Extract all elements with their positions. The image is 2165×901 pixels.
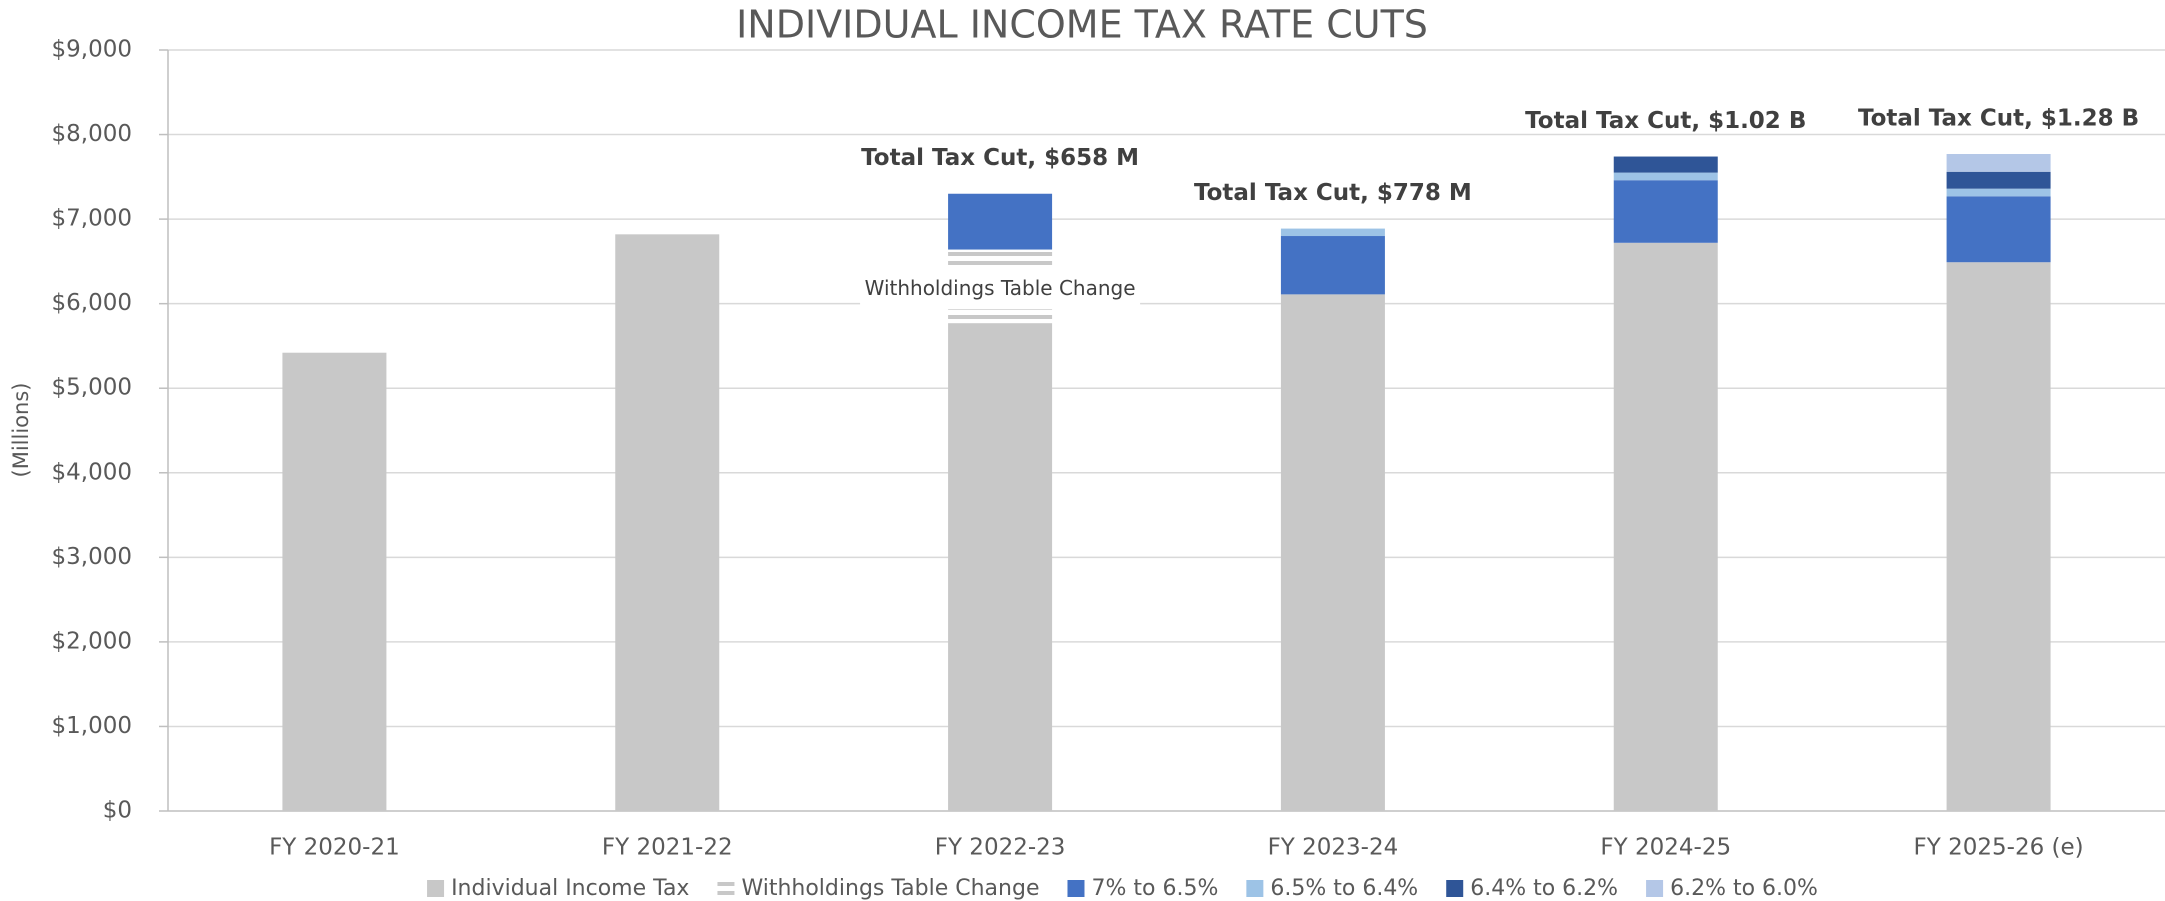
total-label: Total Tax Cut, $1.28 B xyxy=(1858,106,2139,132)
y-tick-label: $8,000 xyxy=(52,121,132,147)
y-tick-label: $7,000 xyxy=(52,206,132,232)
y-tick-label: $3,000 xyxy=(52,544,132,570)
bar-segment xyxy=(1946,196,2051,263)
bar-segment xyxy=(1613,180,1718,243)
legend-swatch xyxy=(1646,880,1664,897)
legend-swatch xyxy=(717,880,735,897)
x-tick-label: FY 2023-24 xyxy=(1268,835,1399,861)
bar-segment xyxy=(1613,172,1718,181)
y-axis-title: (Millions) xyxy=(9,383,33,478)
y-tick-label: $9,000 xyxy=(52,37,132,63)
y-tick-label: $6,000 xyxy=(52,290,132,316)
legend-swatch xyxy=(1446,880,1464,897)
bar-segment xyxy=(1946,154,2051,172)
y-tick-label: $5,000 xyxy=(52,375,132,401)
bar-segment xyxy=(1280,228,1385,237)
y-tick-label: $1,000 xyxy=(52,713,132,739)
total-label: Total Tax Cut, $778 M xyxy=(1194,180,1472,206)
legend-swatch xyxy=(1067,880,1085,897)
legend-label: Withholdings Table Change xyxy=(741,876,1039,901)
bar-segment xyxy=(1946,171,2051,189)
legend-label: 7% to 6.5% xyxy=(1091,876,1218,901)
bar-segment xyxy=(1613,242,1718,811)
bar-segment xyxy=(1613,156,1718,173)
legend-label: 6.2% to 6.0% xyxy=(1670,876,1818,901)
y-tick-label: $4,000 xyxy=(52,459,132,485)
bar-segment xyxy=(1280,236,1385,295)
bar-segment xyxy=(1946,188,2051,197)
legend-label: 6.4% to 6.2% xyxy=(1470,876,1618,901)
x-tick-label: FY 2020-21 xyxy=(269,835,400,861)
y-tick-label: $2,000 xyxy=(52,628,132,654)
bar-segment xyxy=(615,234,720,811)
x-tick-label: FY 2022-23 xyxy=(935,835,1066,861)
total-label: Total Tax Cut, $1.02 B xyxy=(1525,108,1806,134)
x-tick-label: FY 2025-26 (e) xyxy=(1914,835,2084,861)
segment-label: Withholdings Table Change xyxy=(865,276,1136,300)
legend-label: Individual Income Tax xyxy=(451,876,689,901)
y-tick-label: $0 xyxy=(103,798,132,824)
label-bg xyxy=(860,269,1141,310)
bar-segment xyxy=(948,323,1053,811)
legend-swatch xyxy=(1246,880,1264,897)
bar-segment xyxy=(1946,262,2051,811)
bar-segment xyxy=(1280,294,1385,811)
x-tick-label: FY 2024-25 xyxy=(1600,835,1731,861)
bar-segment xyxy=(282,352,387,811)
legend-label: 6.5% to 6.4% xyxy=(1270,876,1418,901)
bar-segment xyxy=(948,193,1053,250)
total-label: Total Tax Cut, $658 M xyxy=(861,145,1139,171)
x-tick-label: FY 2021-22 xyxy=(602,835,733,861)
chart-title: INDIVIDUAL INCOME TAX RATE CUTS xyxy=(736,3,1428,47)
legend-swatch xyxy=(427,880,445,897)
